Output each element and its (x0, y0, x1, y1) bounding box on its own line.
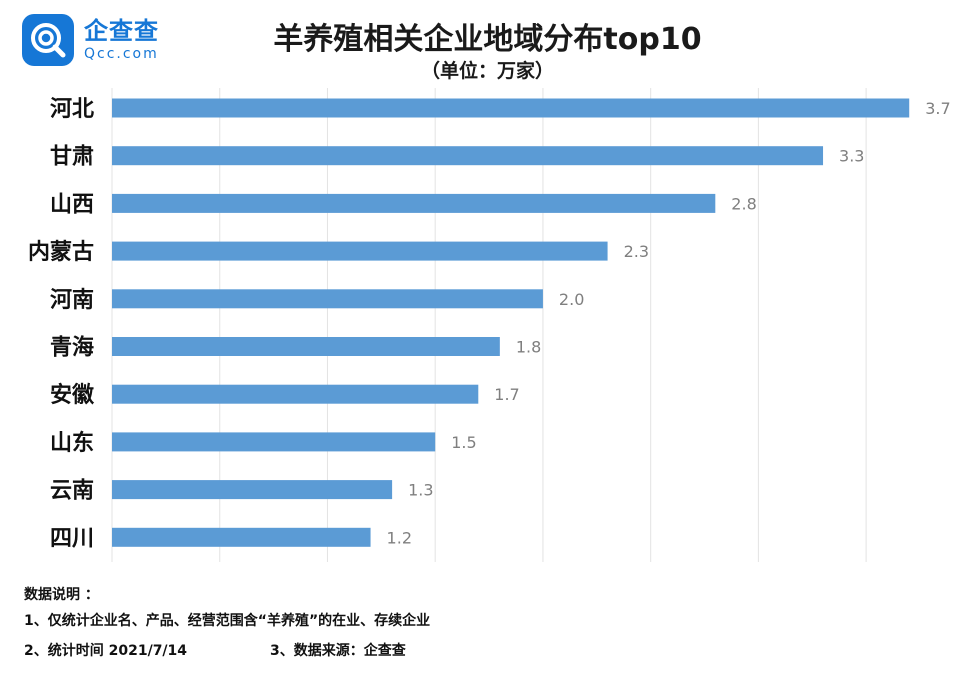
bars (112, 98, 910, 547)
value-label: 1.3 (408, 481, 433, 500)
labels: 河北 3.7 甘肃 3.3 山西 2.8 内蒙古 2.3 河南 2.0 青海 1.8 安徽 1.7 山东 1.… (28, 97, 951, 551)
category-label: 云南 (50, 479, 94, 504)
bar (112, 384, 479, 404)
chart-subtitle: （单位：万家） (420, 60, 554, 82)
category-label: 安徽 (50, 382, 95, 408)
grid-lines (111, 88, 867, 562)
category-label: 青海 (50, 335, 94, 361)
notes-line-1: 1、仅统计企业名、产品、经营范围含“羊养殖”的在业、存续企业 (24, 613, 431, 629)
category-label: 甘肃 (50, 144, 94, 170)
category-label: 内蒙古 (28, 239, 94, 265)
value-label: 3.7 (925, 99, 950, 118)
brand-logo: 企查查 Qcc.com (22, 14, 159, 66)
value-label: 2.0 (559, 290, 584, 309)
bar (112, 480, 393, 500)
category-label: 山西 (50, 192, 94, 217)
bar (112, 193, 716, 213)
brand-domain: Qcc.com (84, 46, 159, 62)
category-label: 河南 (50, 288, 94, 313)
value-label: 2.8 (731, 194, 756, 213)
category-label: 四川 (50, 526, 94, 551)
bar (112, 527, 371, 547)
bar (112, 289, 543, 309)
value-label: 1.7 (494, 385, 519, 404)
bar (112, 146, 824, 166)
notes-line-2: 2、统计时间 2021/7/14 (24, 643, 188, 659)
value-label: 3.3 (839, 147, 864, 166)
value-label: 1.5 (451, 433, 476, 452)
qcc-logo-icon (22, 14, 74, 66)
bar (112, 432, 436, 452)
brand-name: 企查查 (84, 17, 159, 45)
category-label: 山东 (50, 430, 94, 456)
value-label: 1.8 (516, 338, 541, 357)
bar (112, 241, 608, 261)
bar (112, 98, 910, 118)
value-label: 2.3 (624, 242, 649, 261)
value-label: 1.2 (387, 528, 412, 547)
bar (112, 337, 500, 356)
category-label: 河北 (50, 97, 94, 122)
chart-title: 羊养殖相关企业地域分布top10 (273, 22, 702, 57)
notes-line-3: 3、数据来源：企查查 (270, 643, 406, 659)
notes-heading: 数据说明 ： (24, 587, 99, 603)
